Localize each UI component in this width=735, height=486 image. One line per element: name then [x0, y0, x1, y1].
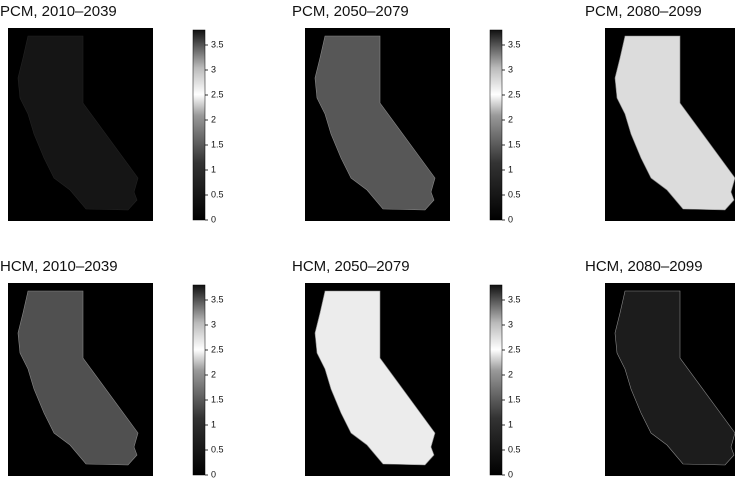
colorbar-tick-label: 1.5: [211, 139, 224, 149]
colorbar: [193, 30, 205, 220]
colorbar-tick-label: 3: [508, 319, 513, 329]
colorbar-tick-label: 1.5: [508, 139, 521, 149]
colorbar-tick-label: 3.5: [508, 294, 521, 304]
colorbar-tick-label: 2: [211, 369, 216, 379]
colorbar-tick-label: 2: [508, 114, 513, 124]
figure: PCM, 2010–2039 0 0.5 1 1.5 2 2.5 3 3.5 PCM, 2050–…: [0, 0, 735, 486]
colorbar-tick-label: 0: [211, 214, 216, 224]
colorbar-tick-label: 3.5: [211, 294, 224, 304]
colorbar-tick-label: 2.5: [211, 344, 224, 354]
panel-title: PCM, 2010–2039: [0, 3, 117, 20]
colorbar-tick-label: 0: [211, 469, 216, 479]
colorbar-tick-label: 2: [508, 369, 513, 379]
colorbar-tick-label: 2.5: [508, 344, 521, 354]
colorbar-tick-label: 3.5: [508, 39, 521, 49]
colorbar-tick-label: 2.5: [508, 89, 521, 99]
colorbar-tick-label: 1.5: [211, 394, 224, 404]
colorbar-tick-label: 0.5: [508, 444, 521, 454]
colorbar-tick-label: 0: [508, 469, 513, 479]
colorbar-tick-label: 1: [508, 164, 513, 174]
colorbar: [490, 285, 502, 475]
colorbar-tick-label: 3.5: [211, 39, 224, 49]
colorbar-tick-label: 0: [508, 214, 513, 224]
colorbar-tick-label: 2.5: [211, 89, 224, 99]
colorbar-tick-label: 3: [508, 64, 513, 74]
colorbar-tick-label: 2: [211, 114, 216, 124]
colorbar-tick-label: 0.5: [211, 444, 224, 454]
colorbar: [193, 285, 205, 475]
panel-title: HCM, 2010–2039: [0, 258, 118, 275]
colorbar-tick-label: 0.5: [508, 189, 521, 199]
colorbar-tick-label: 1: [508, 419, 513, 429]
colorbar-tick-label: 0.5: [211, 189, 224, 199]
panel-title: PCM, 2080–2099: [585, 3, 702, 20]
colorbar-tick-label: 3: [211, 319, 216, 329]
panel-title: HCM, 2050–2079: [292, 258, 410, 275]
panel-title: PCM, 2050–2079: [292, 3, 409, 20]
colorbar-tick-label: 1: [211, 419, 216, 429]
colorbar: [490, 30, 502, 220]
colorbar-tick-label: 1.5: [508, 394, 521, 404]
colorbar-tick-label: 1: [211, 164, 216, 174]
panel-title: HCM, 2080–2099: [585, 258, 703, 275]
colorbar-tick-label: 3: [211, 64, 216, 74]
